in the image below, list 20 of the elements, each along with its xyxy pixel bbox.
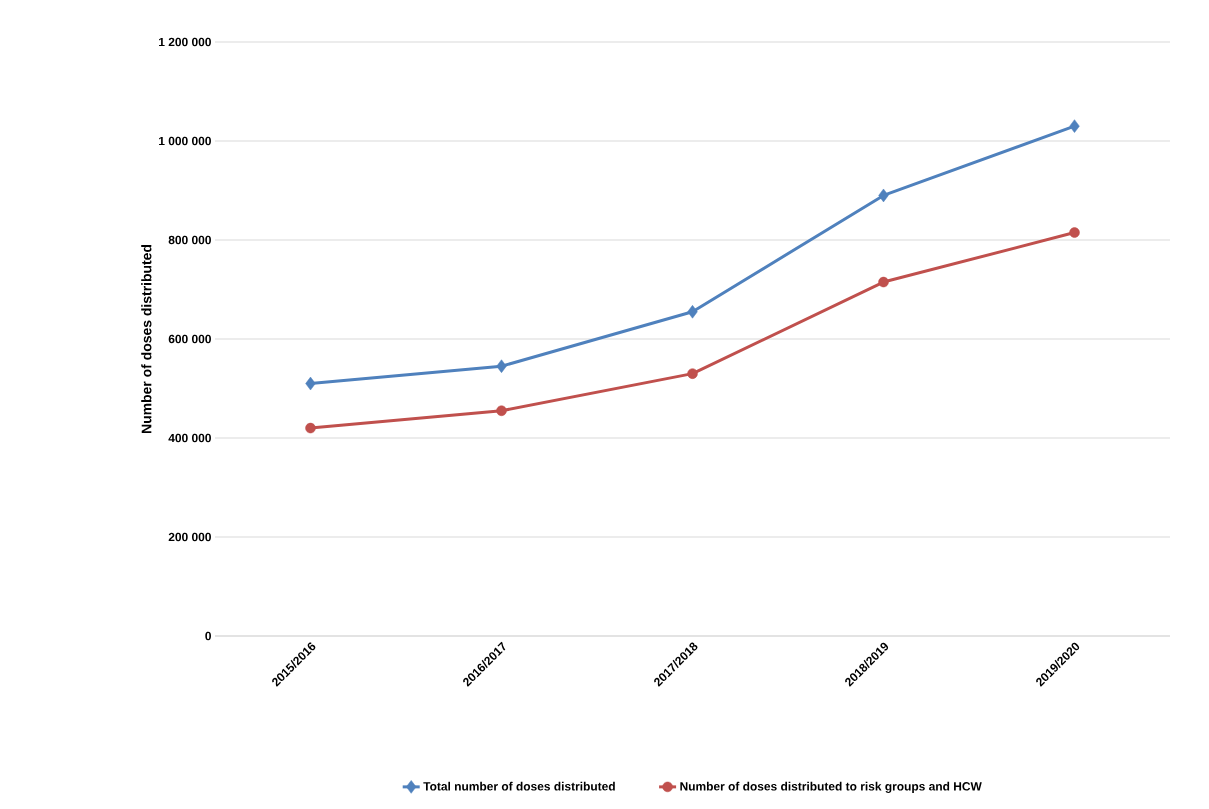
point xyxy=(687,368,698,379)
point xyxy=(878,276,889,288)
point xyxy=(687,305,698,319)
point xyxy=(496,359,507,373)
legend-label: Number of doses distributed to risk groups and HCW xyxy=(680,781,982,793)
y-tick-label: 200 000 xyxy=(168,532,211,542)
point xyxy=(1069,227,1080,238)
point xyxy=(305,422,316,434)
y-tick-label: 1 000 000 xyxy=(159,136,211,146)
point xyxy=(496,405,507,416)
point xyxy=(305,376,316,391)
point xyxy=(1069,119,1080,133)
y-tick-label: 0 xyxy=(205,631,211,641)
y-axis-title: Number of doses distributed xyxy=(141,244,152,433)
y-tick-label: 400 000 xyxy=(168,433,211,443)
y-tick-label: 800 000 xyxy=(168,235,211,245)
y-tick-label: 1 200 000 xyxy=(159,37,211,47)
y-tick-label: 600 000 xyxy=(168,334,211,344)
point xyxy=(878,188,889,203)
legend-label: Total number of doses distributed xyxy=(423,781,615,791)
